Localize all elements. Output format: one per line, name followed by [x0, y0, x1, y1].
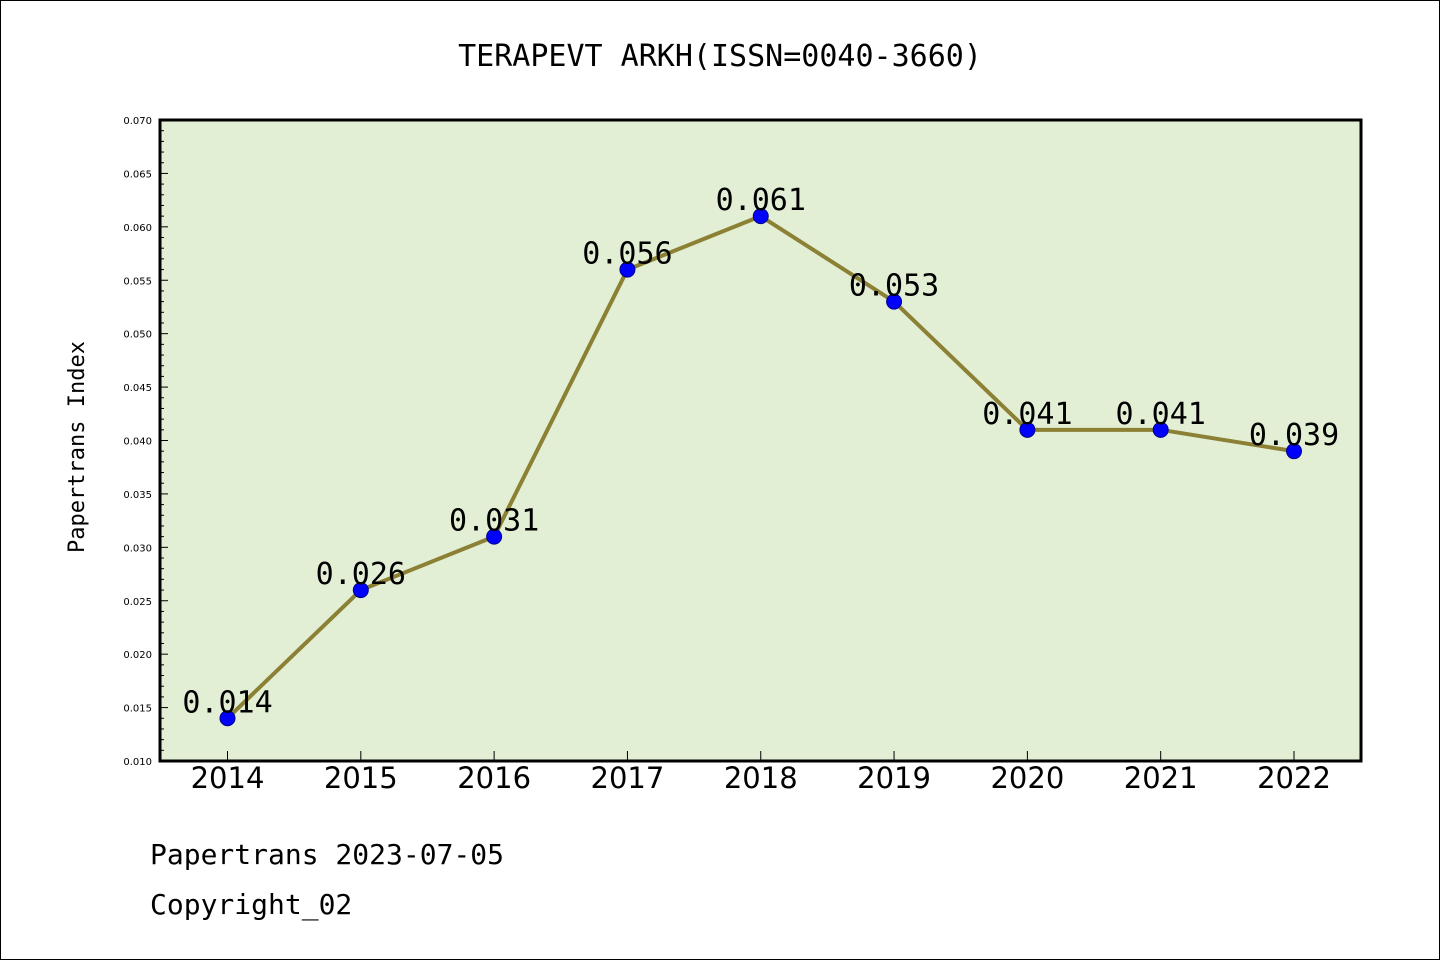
plot-border [158, 118, 1363, 763]
data-label: 0.061 [716, 183, 806, 218]
data-label: 0.053 [849, 269, 939, 304]
x-tick-label: 2022 [1257, 761, 1331, 795]
plot-area [160, 120, 1361, 761]
data-labels: 0.014 0.026 0.031 0.056 0.061 0.053 0.041 0.041… [182, 183, 1339, 720]
data-label: 0.031 [449, 504, 539, 539]
x-tick-label: 2021 [1124, 761, 1198, 795]
y-tick-label: 0.035 [123, 490, 152, 501]
chart-title: TERAPEVT ARKH(ISSN=0040-3660) [458, 39, 982, 74]
footer-copyright: Copyright_02 [150, 888, 352, 922]
data-markers [219, 208, 1302, 727]
x-tick-label: 2020 [990, 761, 1064, 795]
footer-date: Papertrans 2023-07-05 [150, 838, 504, 871]
x-tick-label: 2017 [591, 761, 665, 795]
data-point-marker [1019, 421, 1036, 438]
y-tick-label: 0.050 [123, 330, 152, 341]
x-tick-label: 2015 [324, 761, 398, 795]
data-point-marker [752, 208, 769, 225]
y-tick-label: 0.055 [123, 276, 152, 287]
y-tick-label: 0.045 [123, 383, 152, 394]
data-point-marker [352, 582, 369, 599]
data-label: 0.014 [182, 685, 272, 720]
y-tick-label: 0.070 [123, 116, 152, 127]
data-point-marker [486, 528, 503, 545]
data-label: 0.056 [582, 237, 672, 272]
data-point-marker [619, 261, 636, 278]
y-tick-label: 0.020 [123, 650, 152, 661]
y-tick-label: 0.015 [123, 704, 152, 715]
x-axis: 2014 2015 2016 2017 2018 2019 2020 2021 2022 [191, 751, 1331, 795]
data-point-marker [1152, 421, 1169, 438]
data-label: 0.041 [982, 397, 1072, 432]
y-tick-label: 0.025 [123, 597, 152, 608]
data-label: 0.026 [316, 557, 406, 592]
data-point-marker [1286, 443, 1302, 460]
data-label: 0.041 [1116, 397, 1206, 432]
data-point-marker [886, 293, 903, 310]
data-point-marker [219, 710, 236, 727]
y-tick-label: 0.040 [123, 437, 152, 448]
y-tick-label: 0.060 [123, 223, 152, 234]
y-tick-label: 0.065 [123, 169, 152, 180]
x-tick-label: 2019 [857, 761, 931, 795]
x-tick-label: 2014 [191, 761, 265, 795]
y-tick-label: 0.010 [123, 757, 152, 768]
x-tick-label: 2018 [724, 761, 798, 795]
x-tick-label: 2016 [457, 761, 531, 795]
y-tick-label: 0.030 [123, 543, 152, 554]
data-label: 0.039 [1249, 418, 1339, 453]
y-axis-label: Papertrans Index [65, 341, 90, 553]
